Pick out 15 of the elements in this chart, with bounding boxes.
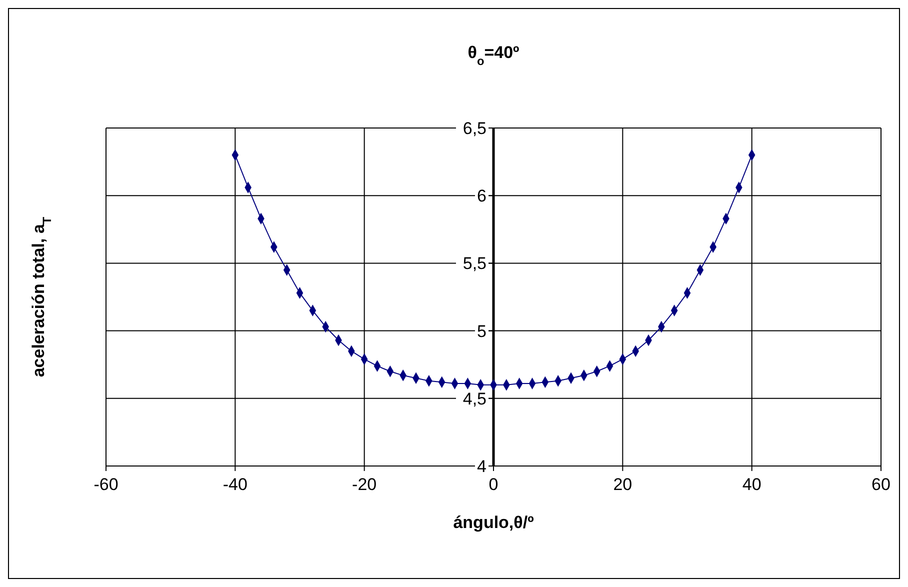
x-tick-label: -20 xyxy=(352,475,377,494)
y-tick-label: 6,5 xyxy=(462,119,486,138)
y-tick-label: 5 xyxy=(477,322,486,341)
x-tick-label: -60 xyxy=(94,475,118,494)
y-tick-label: 5,5 xyxy=(462,254,486,274)
x-axis-title: ángulo,θ/º xyxy=(453,513,534,532)
y-tick-label: 4,5 xyxy=(462,389,486,408)
x-tick-label: -40 xyxy=(222,475,248,494)
chart-title: θ$_{o}$=40º xyxy=(468,43,520,68)
x-tick-label: 40 xyxy=(742,475,762,494)
y-tick-label: 4 xyxy=(477,457,486,476)
x-tick-label: 20 xyxy=(613,475,632,494)
y-tick-label: 6 xyxy=(477,186,486,206)
x-tick-label: 60 xyxy=(872,475,890,494)
x-tick-label: 0 xyxy=(488,475,498,494)
